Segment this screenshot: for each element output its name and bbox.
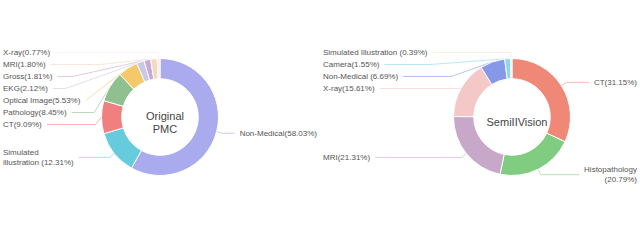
- svg-text:SemiIIVision: SemiIIVision: [487, 116, 548, 128]
- svg-text:Optical Image(5.53%): Optical Image(5.53%): [3, 96, 81, 105]
- svg-text:Simulated Illustration (0.39%): Simulated Illustration (0.39%): [323, 48, 428, 57]
- svg-text:MRI(1.80%): MRI(1.80%): [3, 60, 46, 69]
- svg-text:(20.79%): (20.79%): [605, 175, 638, 184]
- svg-text:Non-Medical (6.69%): Non-Medical (6.69%): [323, 72, 398, 81]
- svg-text:X-ray(15.61%): X-ray(15.61%): [323, 84, 375, 93]
- svg-text:Simulated: Simulated: [3, 148, 39, 157]
- svg-text:Histopathology: Histopathology: [584, 165, 637, 174]
- svg-text:CT(31.15%): CT(31.15%): [594, 78, 637, 87]
- svg-text:X-ray(0.77%): X-ray(0.77%): [3, 48, 50, 57]
- svg-text:PMC: PMC: [153, 123, 178, 135]
- svg-text:MRI(21.31%): MRI(21.31%): [323, 153, 370, 162]
- svg-text:EKG(2.12%): EKG(2.12%): [3, 84, 48, 93]
- svg-text:Gross(1.81%): Gross(1.81%): [3, 72, 53, 81]
- svg-text:Pathology(8.45%): Pathology(8.45%): [3, 108, 67, 117]
- svg-text:Original: Original: [146, 110, 184, 122]
- svg-text:Non-Medical(58.03%): Non-Medical(58.03%): [240, 129, 318, 138]
- svg-text:Camera(1.55%): Camera(1.55%): [323, 60, 380, 69]
- svg-text:illustration (12.31%): illustration (12.31%): [3, 158, 74, 167]
- svg-text:CT(9.09%): CT(9.09%): [3, 120, 42, 129]
